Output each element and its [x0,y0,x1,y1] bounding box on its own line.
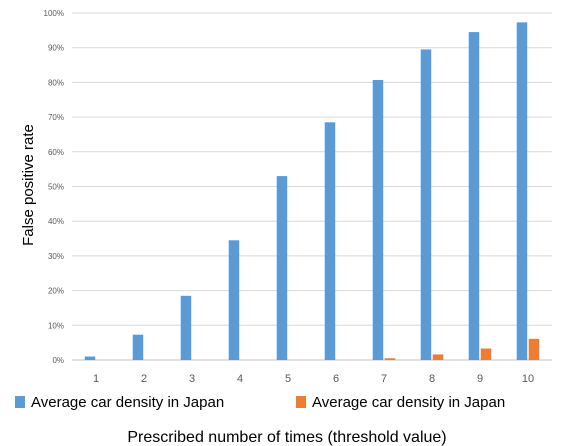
x-tick-label: 9 [477,373,483,385]
y-tick-label: 20% [48,287,64,296]
x-tick-label: 5 [285,373,291,385]
bar-series-1-9 [468,32,480,361]
bar-series-1-8 [420,49,432,361]
x-tick-label: 3 [189,373,195,385]
y-tick-label: 90% [48,44,64,53]
bar-series-1-2 [132,334,144,360]
bar-series-1-7 [372,79,384,360]
y-tick-label: 30% [48,252,64,261]
y-tick-label: 40% [48,217,64,226]
y-tick-label: 60% [48,148,64,157]
y-tick-label: 100% [44,9,64,18]
legend-swatch-series-1 [15,396,25,408]
bar-series-1-10 [516,22,528,361]
y-tick-label: 50% [48,183,64,192]
y-axis-ticks: 0% 10% 20% 30% 40% 50% 60% 70% 80% 90% 100% [44,9,64,365]
legend-label-series-2: Average car density in Japan [312,394,505,411]
legend-swatch-series-2 [296,396,306,408]
x-tick-label: 10 [522,373,534,385]
bar-series-1-5 [276,176,288,360]
x-tick-label: 8 [429,373,435,385]
bar-series-2-10 [528,338,540,360]
gridlines [72,12,552,361]
x-tick-label: 7 [381,373,387,385]
bar-series-2-9 [480,348,492,360]
y-tick-label: 80% [48,78,64,87]
y-tick-label: 0% [52,356,64,365]
y-axis-label: False positive rate [20,124,37,246]
legend-label-series-1: Average car density in Japan [31,394,224,411]
y-tick-label: 70% [48,113,64,122]
bar-series-1-6 [324,122,336,361]
x-tick-label: 4 [237,373,243,385]
x-tick-label: 2 [141,373,147,385]
y-tick-label: 10% [48,321,64,330]
bar-series-2-7 [384,358,396,360]
x-tick-label: 6 [333,373,339,385]
bar-series-1-4 [228,240,240,360]
legend: Average car density in Japan Average car… [15,394,505,411]
bar-series-2-8 [432,354,444,360]
bar-series-1-1 [84,356,96,360]
bars [84,22,540,361]
x-tick-label: 1 [93,373,99,385]
x-axis-label: Prescribed number of times (threshold va… [127,429,446,446]
bar-series-1-3 [180,295,192,360]
x-axis-ticks: 1 2 3 4 5 6 7 8 9 10 [93,373,534,385]
